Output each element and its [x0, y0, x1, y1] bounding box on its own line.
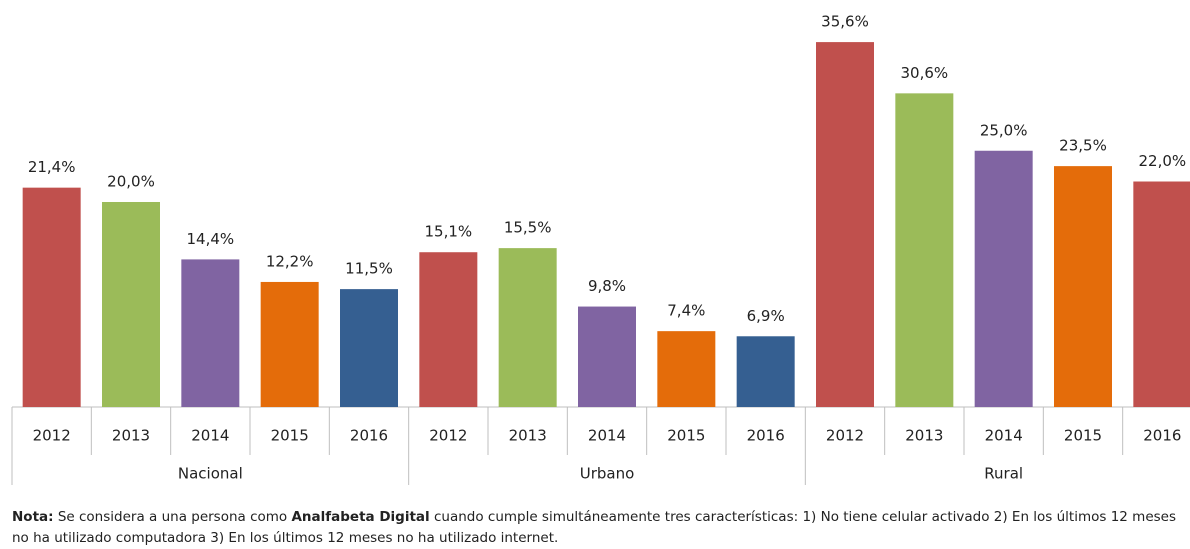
bar — [974, 150, 1033, 407]
x-tick-label: 2012 — [429, 427, 467, 445]
x-tick-label: 2014 — [191, 427, 229, 445]
x-tick-label: 2015 — [667, 427, 705, 445]
x-tick-label: 2013 — [905, 427, 943, 445]
data-label: 15,1% — [425, 223, 473, 241]
x-tick-label: 2016 — [350, 427, 388, 445]
data-label: 6,9% — [747, 307, 785, 325]
chart: 21,4% 2012 20,0% 2013 14,4% 2014 12,2% 2015 11,5… — [11, 13, 1190, 485]
x-tick-label: 2013 — [112, 427, 150, 445]
group-label: Rural — [984, 465, 1023, 483]
data-label: 21,4% — [28, 158, 76, 176]
note-bold: Analfabeta Digital — [291, 509, 430, 525]
bar — [895, 93, 954, 407]
note-text: Se considera a una persona como — [53, 509, 292, 525]
data-label: 14,4% — [187, 230, 235, 248]
data-label: 15,5% — [504, 219, 552, 237]
bar — [340, 289, 398, 407]
x-tick-label: 2015 — [271, 427, 309, 445]
data-label: 20,0% — [107, 173, 155, 191]
bar — [578, 306, 636, 407]
bar — [657, 331, 716, 407]
data-label: 30,6% — [901, 64, 949, 82]
bar — [736, 336, 795, 407]
x-tick-label: 2016 — [1143, 427, 1181, 445]
bar — [181, 259, 240, 407]
note-label: Nota: — [12, 509, 54, 525]
data-label: 7,4% — [667, 302, 705, 320]
data-label: 23,5% — [1059, 137, 1107, 155]
bar — [816, 42, 874, 407]
group-label: Nacional — [178, 465, 243, 483]
x-tick-label: 2016 — [747, 427, 785, 445]
note-text: cuando cumple simultáneamente tres carac… — [12, 509, 1177, 546]
bar — [1054, 166, 1112, 407]
bar — [1133, 181, 1190, 407]
x-tick-label: 2014 — [588, 427, 626, 445]
data-label: 9,8% — [588, 277, 626, 295]
data-label: 25,0% — [980, 121, 1028, 139]
group-label: Urbano — [580, 465, 635, 483]
x-tick-label: 2014 — [985, 427, 1023, 445]
data-label: 35,6% — [821, 13, 869, 31]
bar — [102, 202, 160, 407]
bar — [260, 281, 319, 407]
note: Nota: Se considera a una persona como An… — [12, 507, 1187, 549]
data-label: 22,0% — [1139, 152, 1187, 170]
x-tick-label: 2012 — [826, 427, 864, 445]
bar — [419, 252, 478, 407]
x-tick-label: 2012 — [33, 427, 71, 445]
x-tick-label: 2015 — [1064, 427, 1102, 445]
data-label: 11,5% — [345, 260, 393, 278]
x-tick-label: 2013 — [509, 427, 547, 445]
data-label: 12,2% — [266, 252, 314, 270]
bar — [498, 248, 557, 407]
bar — [22, 187, 81, 407]
